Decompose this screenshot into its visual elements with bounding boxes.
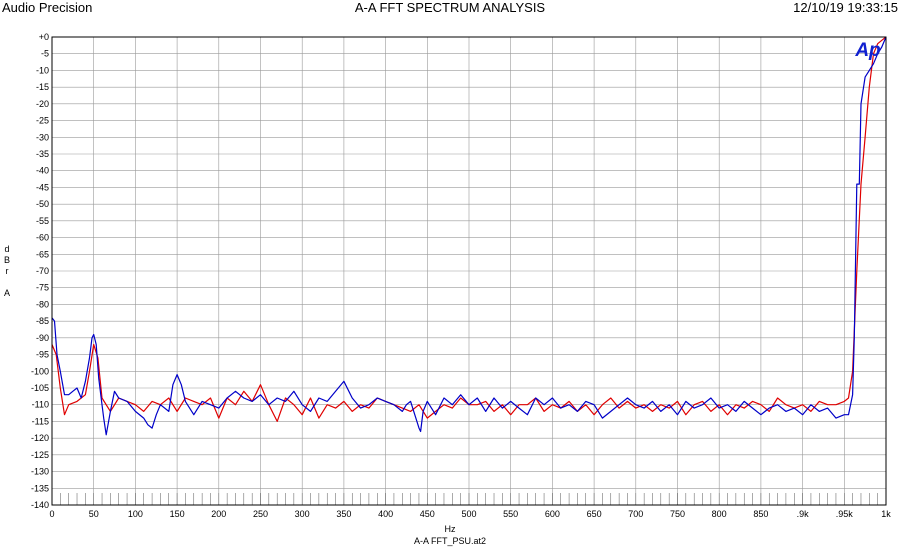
y-tick-label: -25	[36, 116, 49, 126]
y-tick-label: -90	[36, 333, 49, 343]
timestamp: 12/10/19 19:33:15	[793, 0, 898, 15]
x-tick-label: 1k	[881, 509, 891, 519]
y-tick-label: -80	[36, 299, 49, 309]
chart-title: A-A FFT SPECTRUM ANALYSIS	[354, 0, 546, 15]
y-tick-label: -45	[36, 182, 49, 192]
file-name: A-A FFT_PSU.at2	[413, 536, 487, 546]
x-tick-label: 450	[420, 509, 435, 519]
y-tick-label: -110	[32, 400, 49, 410]
x-tick-label: 750	[670, 509, 685, 519]
x-tick-label: 100	[128, 509, 143, 519]
y-tick-label: -120	[31, 433, 49, 443]
y-tick-label: -65	[36, 249, 49, 259]
y-tick-label: -10	[36, 65, 49, 75]
x-tick-label: 200	[211, 509, 226, 519]
y-tick-label: -70	[36, 266, 49, 276]
y-tick-label: -15	[36, 82, 49, 92]
x-tick-label: 150	[170, 509, 185, 519]
x-tick-labels: 0 50 100 150 200 250 300 350 400 450 500 550 600 650 7…	[49, 509, 891, 519]
y-tick-label: -105	[31, 383, 49, 393]
y-axis-label-char: B	[3, 255, 10, 265]
y-tick-label: -95	[36, 350, 49, 360]
series-blue-line	[51, 36, 887, 436]
x-tick-label: .95k	[836, 509, 854, 519]
x-axis-label: Hz	[444, 524, 456, 534]
y-tick-label: -130	[31, 467, 49, 477]
minor-ticks	[51, 493, 887, 505]
x-tick-label: 550	[503, 509, 518, 519]
series-lines	[51, 36, 887, 436]
y-axis-label-char: A	[3, 288, 10, 298]
y-tick-label: -60	[36, 233, 49, 243]
y-tick-label: -115	[32, 416, 49, 426]
y-tick-label: -55	[36, 216, 49, 226]
x-tick-label: 250	[253, 509, 268, 519]
x-tick-label: 50	[89, 509, 99, 519]
x-tick-label: 700	[628, 509, 643, 519]
app-name: Audio Precision	[2, 0, 93, 15]
y-tick-label: +0	[39, 32, 49, 42]
x-tick-label: 600	[545, 509, 560, 519]
y-tick-label: -125	[31, 450, 49, 460]
ap-logo: Ap	[854, 40, 880, 61]
y-tick-label: -100	[31, 366, 49, 376]
x-tick-label: 0	[49, 509, 54, 519]
y-tick-label: -40	[36, 166, 49, 176]
y-tick-label: -140	[31, 500, 49, 510]
y-tick-label: -5	[41, 49, 49, 59]
y-axis-label-char: r	[5, 266, 9, 276]
y-tick-label: -85	[36, 316, 49, 326]
x-tick-label: 650	[587, 509, 602, 519]
x-tick-label: .9k	[797, 509, 810, 519]
y-axis-label-char: d	[4, 244, 10, 254]
grid	[51, 36, 887, 506]
y-tick-labels: +0 -5 -10 -15 -20 -25 -30 -35 -40 -45 -50 -55 -60 -65…	[31, 32, 49, 510]
y-axis-label: d B r A	[2, 244, 12, 299]
y-tick-label: -30	[36, 132, 49, 142]
x-tick-label: 350	[336, 509, 351, 519]
y-tick-label: -20	[36, 99, 49, 109]
y-tick-label: -135	[31, 483, 49, 493]
x-tick-label: 500	[461, 509, 476, 519]
x-tick-label: 850	[753, 509, 768, 519]
y-tick-label: -50	[36, 199, 49, 209]
y-tick-label: -75	[36, 283, 49, 293]
x-tick-label: 300	[295, 509, 310, 519]
plot-border	[51, 36, 887, 506]
x-tick-label: 800	[712, 509, 727, 519]
x-tick-label: 400	[378, 509, 393, 519]
y-tick-label: -35	[36, 149, 49, 159]
